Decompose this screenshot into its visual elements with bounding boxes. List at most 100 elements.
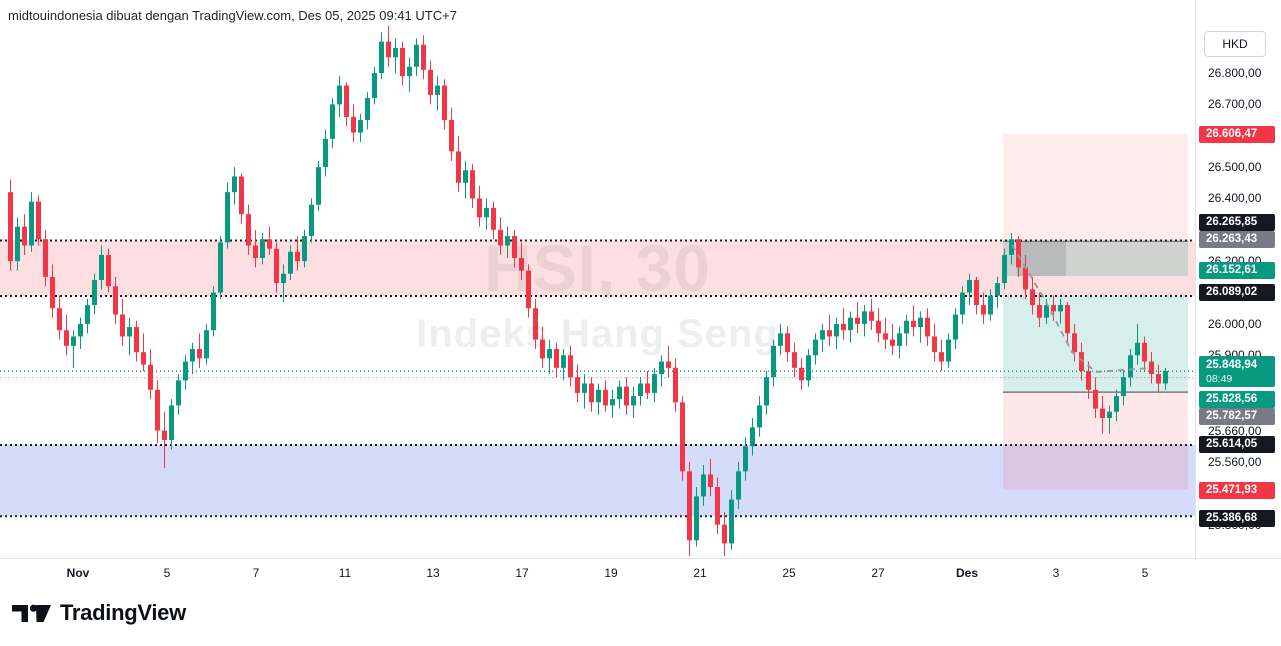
candle	[610, 389, 615, 419]
candle	[876, 308, 881, 343]
candle	[1142, 336, 1147, 371]
candle	[561, 349, 566, 381]
candle	[253, 229, 258, 268]
candle	[190, 342, 195, 375]
candle	[1086, 361, 1091, 400]
candle	[372, 66, 377, 105]
candle	[624, 377, 629, 415]
candle	[120, 298, 125, 346]
candle	[750, 418, 755, 456]
candle	[267, 226, 272, 255]
price-level-label: 26.265,85	[1199, 213, 1275, 231]
footer: TradingView	[0, 588, 1281, 646]
candle	[547, 339, 552, 375]
candle	[771, 339, 776, 387]
candle	[1163, 367, 1168, 390]
bar-countdown: 08:49	[1206, 373, 1233, 385]
short-position-stop-zone[interactable]	[1003, 133, 1188, 242]
candle	[806, 349, 811, 387]
price-tick: 25.660,00	[1208, 423, 1262, 438]
candle	[316, 160, 321, 212]
price-level-label: 25.614,05	[1199, 435, 1275, 453]
candle	[596, 383, 601, 415]
candle	[246, 204, 251, 255]
candle	[666, 345, 671, 378]
candle	[834, 317, 839, 350]
candle	[1037, 292, 1042, 328]
candle	[1156, 364, 1161, 393]
price-level-label: 26.089,02	[1199, 283, 1275, 301]
candle	[113, 276, 118, 324]
chart-plot-area[interactable]: HSI, 30 Indeks Hang Seng midtouindonesia…	[0, 0, 1195, 558]
candlestick-chart[interactable]	[0, 0, 1195, 558]
candle	[1030, 276, 1035, 315]
candle	[799, 358, 804, 390]
candle	[764, 370, 769, 415]
candle	[988, 289, 993, 321]
candle	[904, 314, 909, 346]
tradingview-logo[interactable]: TradingView	[12, 598, 186, 628]
candle	[869, 298, 874, 331]
candle	[757, 396, 762, 437]
date-label: 5	[163, 566, 171, 580]
candle	[911, 305, 916, 337]
candle	[659, 355, 664, 387]
candle	[491, 201, 496, 240]
price-tick: 26.700,00	[1208, 97, 1262, 112]
date-label: 21	[693, 566, 707, 580]
candle	[64, 314, 69, 356]
candle	[820, 323, 825, 353]
current-price-label: 25.848,94 08:49	[1199, 356, 1275, 387]
candle	[463, 160, 468, 199]
candle	[435, 76, 440, 111]
currency-button[interactable]: HKD	[1204, 31, 1266, 57]
candle	[554, 342, 559, 378]
candle	[498, 217, 503, 255]
trend-line[interactable]	[1011, 244, 1151, 373]
candle	[421, 35, 426, 80]
candle	[540, 327, 545, 368]
price-level-label: 25.471,93	[1199, 481, 1275, 499]
candle	[631, 386, 636, 419]
candle	[358, 113, 363, 143]
candle	[603, 380, 608, 412]
candle	[722, 512, 727, 557]
candle	[351, 104, 356, 143]
price-tick: 26.800,00	[1208, 66, 1262, 80]
candle	[785, 327, 790, 362]
candle	[1107, 405, 1112, 434]
price-axis[interactable]: HKD 26.800,00 26.700,00 26.500,00 26.400,00…	[1195, 0, 1281, 558]
candle	[512, 229, 517, 268]
candle	[43, 229, 48, 287]
date-label: 5	[1141, 566, 1149, 580]
candle	[470, 163, 475, 208]
candle	[1058, 298, 1063, 324]
candle	[281, 264, 286, 302]
candle	[197, 333, 202, 368]
candle	[379, 32, 384, 80]
candle	[477, 185, 482, 227]
attribution-text: midtouindonesia dibuat dengan TradingVie…	[8, 8, 457, 23]
candle	[232, 167, 237, 205]
candle	[568, 345, 573, 387]
candle	[330, 98, 335, 149]
candle	[71, 330, 76, 368]
candle	[708, 458, 713, 497]
candle	[456, 135, 461, 193]
time-axis[interactable]: Nov 5 7 11 13 17 19 21 25 27 Des 3 5	[0, 558, 1281, 589]
short-position-profit-zone[interactable]	[1003, 241, 1188, 277]
candle	[57, 295, 62, 340]
candle	[8, 179, 13, 271]
support-zone[interactable]	[0, 444, 1195, 517]
candle	[162, 411, 167, 469]
candle	[50, 264, 55, 318]
date-label: 3	[1052, 566, 1060, 580]
price-level-label: 25.828,56	[1199, 390, 1275, 408]
date-label: 19	[604, 566, 618, 580]
candle	[183, 355, 188, 390]
candle	[519, 242, 524, 281]
price-level-label: 25.782,57	[1199, 407, 1275, 425]
candle	[344, 82, 349, 127]
candle	[1100, 396, 1105, 434]
